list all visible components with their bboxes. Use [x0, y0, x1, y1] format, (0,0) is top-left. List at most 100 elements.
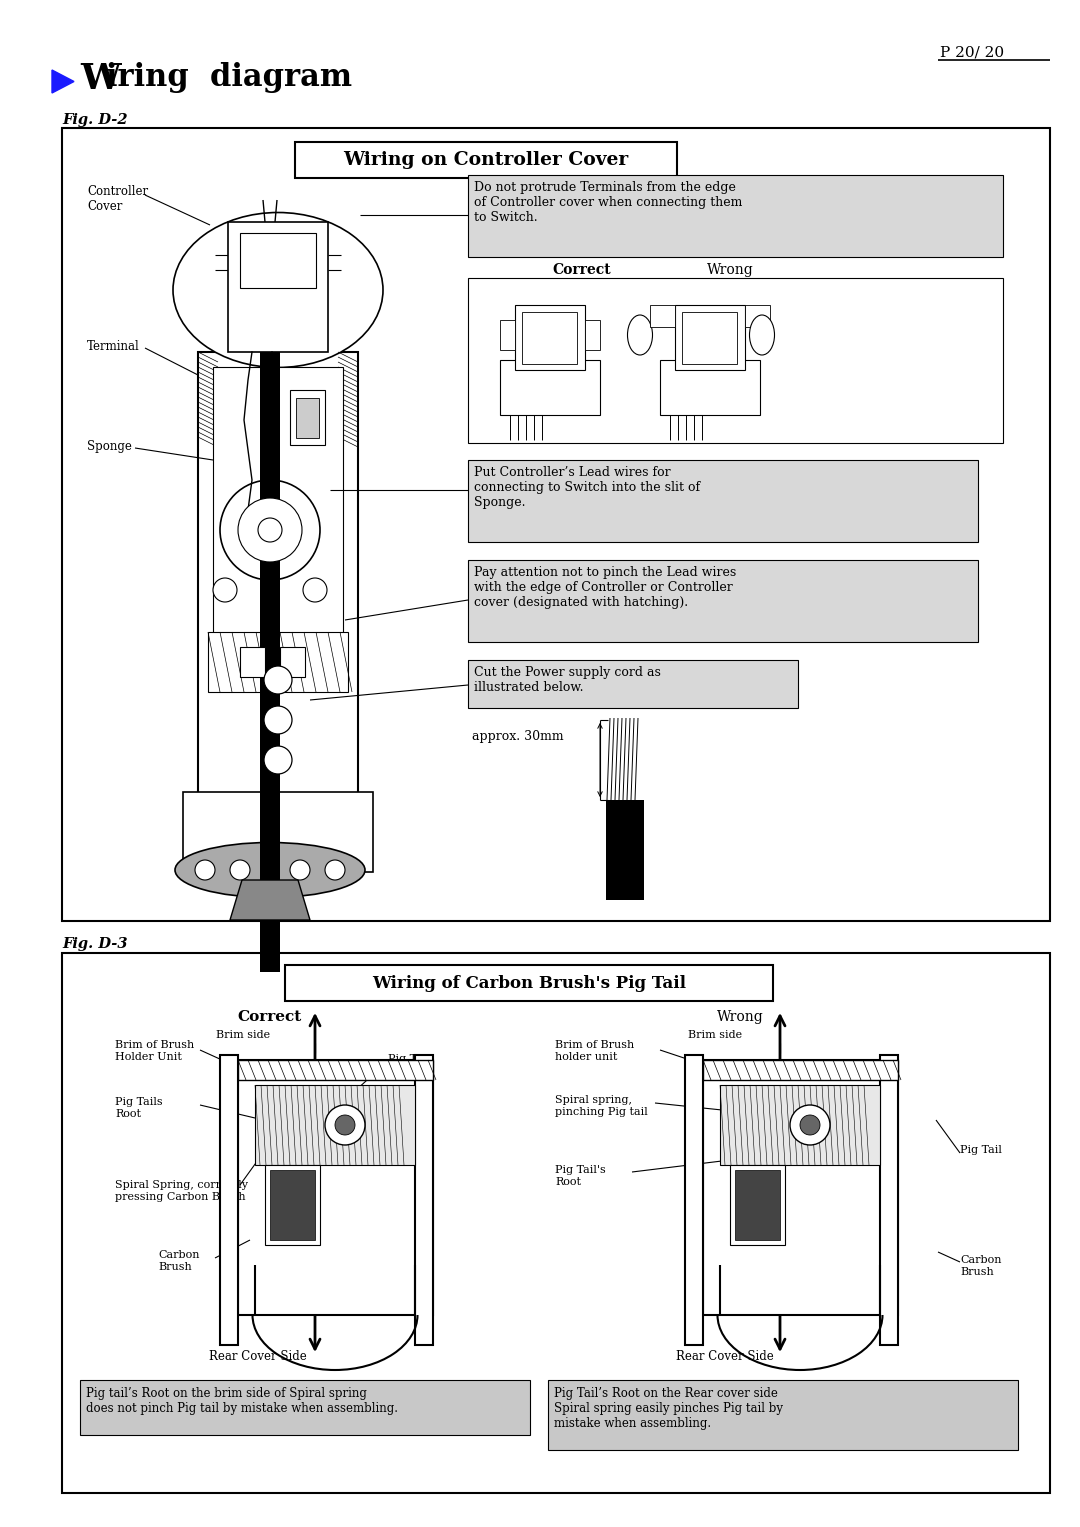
Bar [280, 647, 305, 676]
Text: Pig Tail’s Root on the Rear cover side
Spiral spring easily pinches Pig tail by
: Pig Tail’s Root on the Rear cover side S… [554, 1387, 783, 1429]
Text: Spiral Spring, correctly
pressing Carbon Brush: Spiral Spring, correctly pressing Carbon… [114, 1180, 248, 1202]
Text: P 20/ 20: P 20/ 20 [940, 44, 1004, 60]
Circle shape [220, 479, 320, 580]
Circle shape [325, 1106, 365, 1145]
Text: Wiring of Carbon Brush's Pig Tail: Wiring of Carbon Brush's Pig Tail [372, 974, 686, 991]
Bar [745, 305, 770, 327]
Text: Pay attention not to pinch the Lead wires
with the edge of Controller or Control: Pay attention not to pinch the Lead wire… [474, 567, 737, 609]
Bar [285, 965, 773, 1002]
Text: iring  diagram: iring diagram [106, 63, 352, 93]
Bar [500, 321, 515, 350]
Text: Controller
Cover: Controller Cover [87, 185, 148, 212]
Text: Fig. D-3: Fig. D-3 [62, 938, 127, 951]
Ellipse shape [173, 212, 383, 368]
Bar [548, 1380, 1018, 1451]
Ellipse shape [750, 315, 774, 354]
Bar [585, 321, 600, 350]
Circle shape [325, 860, 345, 880]
Bar [685, 1055, 703, 1345]
Circle shape [800, 1115, 820, 1135]
Text: Brim side: Brim side [216, 1031, 270, 1040]
Circle shape [264, 705, 292, 734]
Polygon shape [230, 880, 310, 919]
Text: Correct: Correct [553, 263, 611, 276]
Text: Pig Tail: Pig Tail [388, 1054, 430, 1064]
Bar [220, 1055, 238, 1345]
Bar [213, 366, 343, 657]
Bar [675, 305, 745, 370]
Bar [500, 360, 600, 415]
Bar [522, 312, 577, 363]
Text: Sponge: Sponge [87, 440, 132, 454]
Text: Brim side: Brim side [688, 1031, 742, 1040]
Text: Pig tail’s Root on the brim side of Spiral spring
does not pinch Pig tail by mis: Pig tail’s Root on the brim side of Spir… [86, 1387, 399, 1416]
Bar [238, 1060, 433, 1315]
Circle shape [213, 579, 237, 602]
Text: Spiral spring,
pinching Pig tail: Spiral spring, pinching Pig tail [555, 1095, 648, 1116]
Text: Wiring on Controller Cover: Wiring on Controller Cover [343, 151, 629, 169]
Text: Brim of Brush
Holder Unit: Brim of Brush Holder Unit [114, 1040, 194, 1061]
Bar [468, 560, 978, 641]
Bar [468, 660, 798, 709]
Text: Do not protrude Terminals from the edge
of Controller cover when connecting them: Do not protrude Terminals from the edge … [474, 182, 742, 224]
Bar [80, 1380, 530, 1435]
Text: Pig Tail's
Root: Pig Tail's Root [555, 1165, 606, 1186]
Text: Brim of Brush
holder unit: Brim of Brush holder unit [555, 1040, 634, 1061]
Bar [880, 1055, 897, 1345]
Circle shape [335, 1115, 355, 1135]
Bar [296, 399, 319, 438]
Bar [606, 800, 644, 899]
Text: Pig Tails
Root: Pig Tails Root [114, 1096, 163, 1119]
Text: Carbon
Brush: Carbon Brush [158, 1251, 200, 1272]
Bar [270, 1170, 315, 1240]
Bar [681, 312, 737, 363]
Circle shape [291, 860, 310, 880]
Bar [62, 953, 1050, 1493]
Bar [291, 389, 325, 444]
Bar [295, 142, 677, 179]
Text: Rear Cover Side: Rear Cover Side [210, 1350, 307, 1364]
Bar [735, 1170, 780, 1240]
Bar [265, 1165, 320, 1245]
Text: Pig Tail: Pig Tail [960, 1145, 1002, 1154]
Bar [240, 647, 265, 676]
Ellipse shape [627, 315, 652, 354]
Bar [415, 1055, 433, 1345]
Text: Fig. D-2: Fig. D-2 [62, 113, 127, 127]
Bar [228, 221, 328, 353]
Bar [198, 353, 357, 841]
Bar [720, 1086, 880, 1165]
Text: Put Controller’s Lead wires for
connecting to Switch into the slit of
Sponge.: Put Controller’s Lead wires for connecti… [474, 466, 700, 508]
Circle shape [195, 860, 215, 880]
Text: Wrong: Wrong [717, 1009, 764, 1025]
Bar [468, 278, 1003, 443]
Circle shape [238, 498, 302, 562]
Circle shape [264, 666, 292, 693]
Text: approx. 30mm: approx. 30mm [472, 730, 564, 744]
Bar [238, 1060, 433, 1080]
Bar [240, 234, 316, 289]
Circle shape [258, 518, 282, 542]
Ellipse shape [175, 843, 365, 898]
Bar [260, 353, 280, 973]
Bar [650, 305, 675, 327]
Bar [703, 1060, 897, 1315]
Circle shape [303, 579, 327, 602]
Text: Wrong: Wrong [706, 263, 754, 276]
Text: Switch: Switch [251, 261, 294, 275]
Circle shape [789, 1106, 831, 1145]
Bar [183, 793, 373, 872]
Polygon shape [52, 70, 75, 93]
Circle shape [230, 860, 249, 880]
Bar [468, 460, 978, 542]
Bar [208, 632, 348, 692]
Bar [730, 1165, 785, 1245]
Bar [468, 176, 1003, 257]
Bar [62, 128, 1050, 921]
Bar [660, 360, 760, 415]
Bar [515, 305, 585, 370]
Bar [703, 1060, 897, 1080]
Text: W: W [80, 63, 121, 96]
Circle shape [264, 747, 292, 774]
Text: Carbon
Brush: Carbon Brush [960, 1255, 1001, 1277]
